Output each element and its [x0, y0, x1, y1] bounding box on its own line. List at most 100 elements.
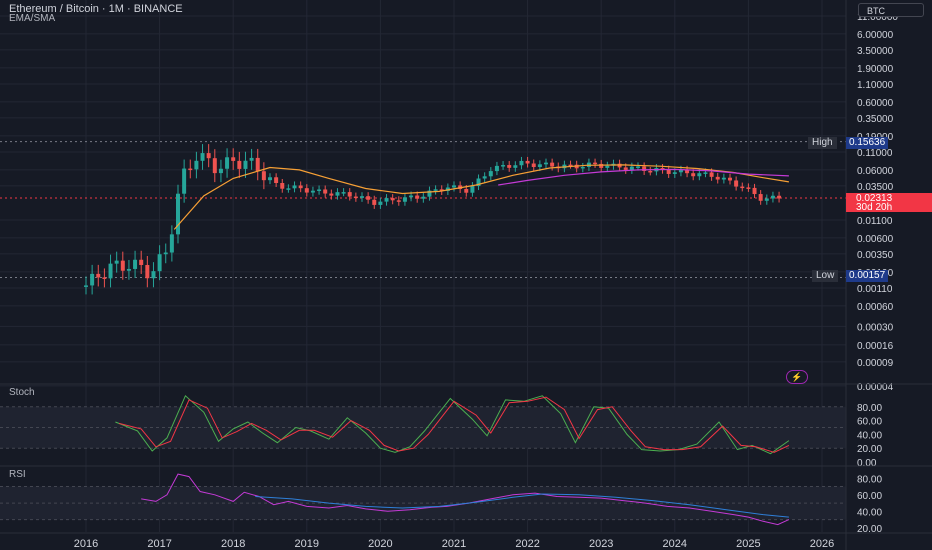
candle-up: [341, 192, 346, 194]
candle-down: [593, 162, 598, 165]
y-axis-tick-label: 6.00000: [857, 30, 894, 41]
x-axis-tick-label: 2025: [736, 538, 760, 550]
candle-up: [697, 173, 702, 177]
candle-up: [169, 234, 174, 253]
candle-up: [218, 168, 223, 174]
candle-up: [225, 157, 230, 169]
candle-down: [145, 264, 150, 279]
candle-up: [157, 254, 162, 272]
x-axis-tick-label: 2019: [295, 538, 319, 550]
y-axis-tick-label: 0.00009: [857, 358, 894, 369]
indicator-label-ema-sma[interactable]: EMA/SMA: [9, 13, 56, 24]
candle-down: [752, 187, 757, 195]
candle-down: [660, 168, 665, 170]
y-axis-tick-label: 0.00004: [857, 382, 894, 393]
candle-up: [360, 196, 364, 198]
y-axis-tick-label: 0.00030: [857, 322, 894, 333]
candle-down: [734, 180, 739, 187]
y-axis-tick-label: 0.00110: [857, 284, 893, 295]
candle-down: [666, 169, 671, 174]
x-axis-tick-label: 2021: [442, 538, 466, 550]
candle-down: [758, 194, 763, 201]
candle-down: [715, 176, 720, 180]
rsi-pane-label: RSI: [9, 469, 26, 480]
candle-down: [642, 166, 647, 171]
candle-up: [176, 193, 180, 235]
candle-up: [445, 187, 450, 191]
candle-down: [347, 192, 352, 197]
candle-up: [476, 178, 481, 187]
candle-up: [513, 165, 518, 168]
candle-down: [237, 160, 242, 169]
x-axis-tick-label: 2020: [368, 538, 392, 550]
currency-badge[interactable]: BTC: [858, 3, 924, 17]
candle-up: [519, 160, 524, 166]
candle-up: [126, 268, 131, 271]
candle-up: [402, 197, 407, 202]
stoch-pane-label: Stoch: [9, 387, 35, 398]
candle-up: [678, 169, 683, 173]
y-axis-tick-label: 11.00000: [857, 12, 898, 23]
candle-up: [501, 165, 506, 167]
candle-down: [568, 164, 573, 167]
candle-up: [133, 259, 138, 269]
candle-down: [525, 160, 530, 164]
candle-down: [691, 173, 696, 177]
candle-up: [482, 176, 487, 179]
candle-down: [366, 196, 371, 200]
candle-down: [390, 198, 395, 201]
y-axis-tick-label: 0.11000: [857, 148, 893, 159]
candle-up: [90, 273, 95, 286]
lightning-icon[interactable]: ⚡: [786, 370, 808, 384]
y-axis-tick-label: 1.90000: [857, 64, 894, 75]
candle-down: [212, 158, 217, 174]
candle-up: [243, 160, 248, 169]
stoch-axis-tick-label: 60.00: [857, 417, 882, 428]
candle-up: [292, 185, 297, 189]
candle-down: [685, 169, 690, 174]
candle-down: [102, 277, 107, 279]
candle-up: [286, 188, 291, 190]
y-axis-tick-label: 0.01100: [857, 216, 893, 227]
candle-down: [777, 195, 782, 199]
symbol-title[interactable]: Ethereum / Bitcoin · 1M · BINANCE: [9, 3, 183, 15]
candle-down: [329, 193, 334, 196]
candle-up: [335, 192, 340, 196]
candle-up: [384, 198, 389, 202]
candle-down: [396, 200, 401, 202]
y-axis-tick-label: 3.50000: [857, 46, 894, 57]
candle-up: [494, 165, 499, 172]
rsi-ma-line: [255, 493, 789, 518]
candle-up: [605, 165, 610, 168]
stoch-d-line: [118, 396, 790, 453]
candle-down: [139, 259, 144, 265]
candle-up: [488, 171, 493, 177]
candle-up: [636, 166, 640, 168]
candle-down: [617, 163, 622, 168]
candle-up: [580, 166, 585, 169]
candle-down: [623, 167, 628, 170]
y-axis-tick-label: 0.60000: [857, 98, 894, 109]
x-axis-tick-label: 2018: [221, 538, 245, 550]
candle-down: [740, 186, 745, 189]
candle-down: [599, 163, 604, 168]
candle-up: [378, 201, 383, 205]
candle-up: [433, 189, 438, 191]
candle-up: [427, 190, 432, 197]
low-label: Low: [812, 270, 839, 282]
candle-up: [409, 195, 414, 198]
candle-up: [537, 164, 542, 168]
candle-up: [114, 260, 119, 264]
y-axis-tick-label: 0.06000: [857, 166, 894, 177]
x-axis-tick-label: 2026: [810, 538, 834, 550]
y-axis-tick-label: 0.35000: [857, 114, 894, 125]
candle-down: [728, 177, 732, 181]
candle-down: [323, 189, 328, 194]
candle-down: [298, 185, 303, 189]
candle-down: [206, 153, 211, 159]
current-price-badge: 0.02313 30d 20h: [846, 193, 932, 213]
candle-down: [415, 195, 420, 199]
candle-down: [531, 163, 536, 168]
rsi-axis-tick-label: 40.00: [857, 507, 882, 518]
